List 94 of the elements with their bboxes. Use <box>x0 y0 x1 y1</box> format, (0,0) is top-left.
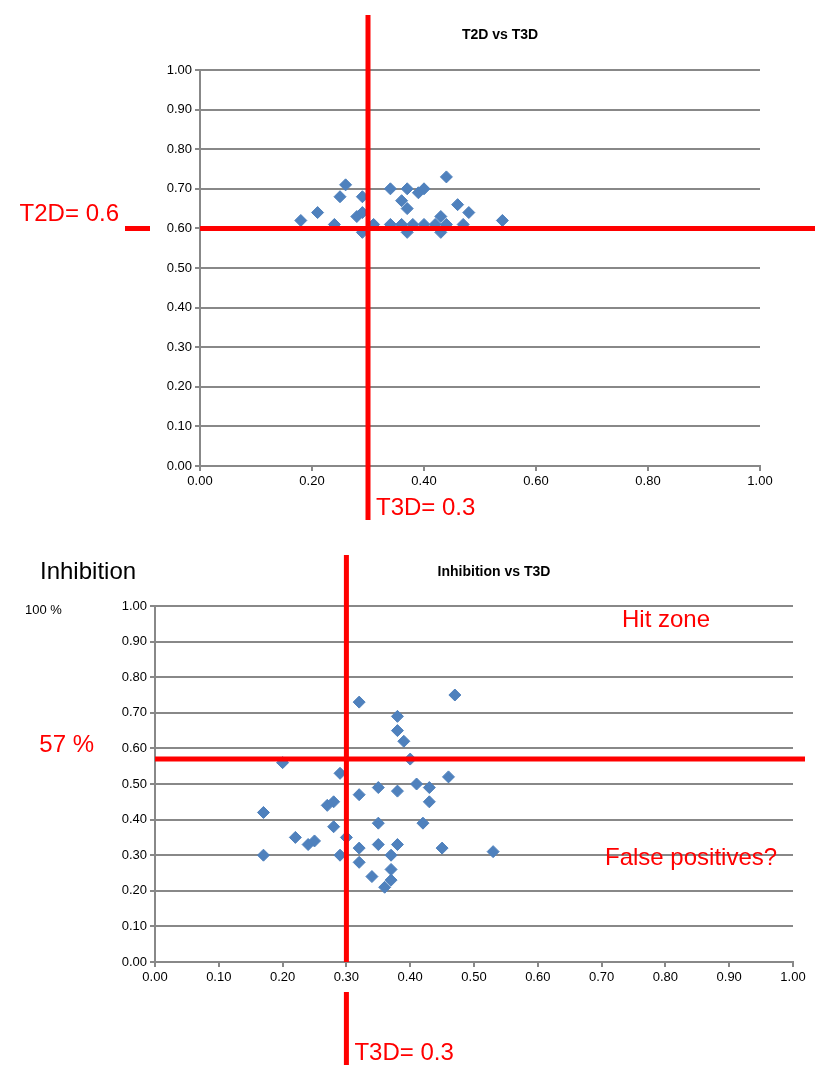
point <box>400 202 414 216</box>
ref-line-label: 57 % <box>39 729 94 757</box>
x-tick-label: 0.00 <box>187 473 213 489</box>
point <box>288 830 302 844</box>
point <box>411 186 425 200</box>
point <box>339 178 353 192</box>
x-tick-label: 0.60 <box>525 969 551 985</box>
point <box>384 848 398 862</box>
annotation: Hit zone <box>622 604 711 632</box>
annotation: False positives? <box>605 842 778 870</box>
y-tick-label: 0.40 <box>121 811 147 827</box>
point <box>384 873 398 887</box>
point <box>434 210 448 224</box>
y-tick-label: 0.30 <box>166 338 192 354</box>
point <box>390 724 404 738</box>
point <box>311 206 325 220</box>
y-tick-label: 0.00 <box>121 953 147 969</box>
x-tick-label: 0.50 <box>461 969 487 985</box>
point <box>495 213 509 227</box>
point <box>410 777 424 791</box>
x-tick-label: 0.80 <box>652 969 679 985</box>
x-tick-label: 0.80 <box>635 473 661 489</box>
x-tick-label: 0.40 <box>411 473 437 489</box>
point <box>416 816 430 830</box>
point <box>384 862 398 876</box>
point <box>486 845 500 859</box>
point <box>294 213 308 227</box>
ref-line-label: T3D= 0.3 <box>354 1037 454 1065</box>
y-tick-label: 1.00 <box>121 597 147 613</box>
ref-line-label: T3D= 0.3 <box>376 492 476 520</box>
text: 100 % <box>25 601 63 617</box>
y-tick-label: 0.30 <box>121 846 147 862</box>
y-tick-label: 1.00 <box>166 61 192 77</box>
x-tick-label: 0.20 <box>299 473 325 489</box>
x-tick-label: 0.90 <box>716 969 742 985</box>
x-tick-label: 0.00 <box>142 969 168 985</box>
point <box>422 781 436 795</box>
y-tick-label: 0.60 <box>121 739 147 755</box>
y-tick-label: 0.20 <box>121 882 147 898</box>
point <box>256 805 270 819</box>
point <box>352 788 366 802</box>
point <box>327 820 341 834</box>
y-tick-label: 0.00 <box>166 457 192 473</box>
point <box>352 855 366 869</box>
point <box>333 190 347 204</box>
point <box>371 838 385 852</box>
y-tick-label: 0.10 <box>121 917 147 933</box>
chart-title: Inhibition vs T3D <box>437 562 551 579</box>
point <box>397 734 411 748</box>
point <box>378 880 392 894</box>
y-tick-label: 0.70 <box>121 704 147 720</box>
point <box>383 182 397 196</box>
point <box>451 198 465 212</box>
point <box>327 795 341 809</box>
y-tick-label: 0.90 <box>121 633 147 649</box>
point <box>390 838 404 852</box>
point <box>400 182 414 196</box>
point <box>352 695 366 709</box>
y-tick-label: 0.50 <box>166 259 192 275</box>
point <box>435 841 449 855</box>
point <box>371 816 385 830</box>
x-tick-label: 0.40 <box>397 969 423 985</box>
chart-title: T2D vs T3D <box>461 25 539 42</box>
point <box>441 770 455 784</box>
x-tick-label: 0.30 <box>333 969 360 985</box>
point <box>439 170 453 184</box>
x-tick-label: 1.00 <box>747 473 773 489</box>
y-tick-label: 0.80 <box>121 668 147 684</box>
y-tick-label: 0.10 <box>166 417 192 433</box>
point <box>448 688 462 702</box>
point <box>395 194 409 208</box>
point <box>256 848 270 862</box>
y-tick-label: 0.60 <box>166 219 192 235</box>
x-tick-label: 0.60 <box>523 473 549 489</box>
y-tick-label: 0.50 <box>121 775 147 791</box>
point <box>390 784 404 798</box>
point <box>371 781 385 795</box>
point <box>462 206 476 220</box>
y-tick-label: 0.20 <box>166 378 192 394</box>
y-tick-label: 0.40 <box>166 299 192 315</box>
point <box>365 870 379 884</box>
y-tick-label: 0.90 <box>166 101 192 117</box>
ref-line-label: T2D= 0.6 <box>19 199 119 227</box>
y-tick-label: 0.80 <box>166 140 192 156</box>
point <box>422 795 436 809</box>
x-tick-label: 1.00 <box>780 969 806 985</box>
point <box>308 834 321 848</box>
point <box>352 841 366 855</box>
point <box>390 709 404 723</box>
x-tick-label: 0.10 <box>206 969 232 985</box>
y-axis-title: Inhibition <box>40 556 137 584</box>
y-tick-label: 0.70 <box>166 180 192 196</box>
x-tick-label: 0.70 <box>588 969 615 985</box>
x-tick-label: 0.20 <box>269 969 296 985</box>
